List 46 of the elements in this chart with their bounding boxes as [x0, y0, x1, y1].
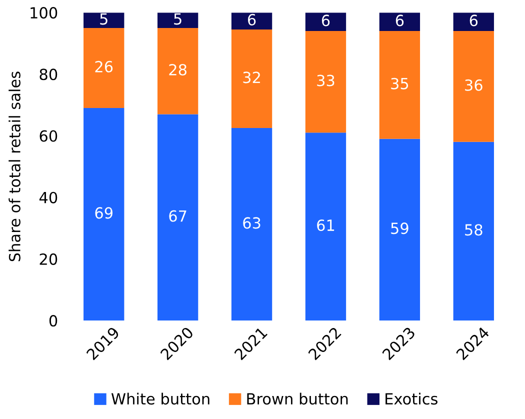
legend-label: White button — [111, 392, 210, 405]
y-tick-label: 20 — [40, 253, 58, 265]
data-label: 28 — [169, 64, 186, 76]
y-axis-title: Share of total retail sales — [8, 72, 20, 262]
bar — [157, 28, 198, 114]
data-label: 69 — [95, 207, 113, 219]
y-tick-label: 100 — [30, 7, 58, 19]
y-tick-label: 60 — [40, 130, 58, 142]
bar — [84, 108, 124, 321]
data-label: 32 — [243, 72, 260, 84]
data-label: 61 — [317, 219, 334, 232]
bar — [453, 31, 494, 142]
data-label: 58 — [465, 224, 482, 236]
data-label: 59 — [391, 222, 408, 234]
data-label: 35 — [391, 78, 408, 90]
bar — [305, 12, 346, 32]
data-label: 33 — [317, 74, 334, 86]
bar — [379, 12, 420, 32]
bar — [231, 30, 272, 128]
bar — [305, 31, 346, 133]
bar — [379, 31, 420, 139]
data-label: 5 — [100, 13, 108, 25]
data-label: 63 — [243, 217, 260, 229]
legend-label: Exotics — [386, 392, 438, 405]
data-label: 6 — [470, 14, 478, 26]
y-tick-label: 40 — [39, 192, 58, 204]
bar — [305, 132, 346, 321]
data-label: 6 — [248, 14, 256, 26]
bar — [453, 12, 494, 32]
bar — [231, 12, 272, 30]
legend-label: Brown button — [247, 392, 348, 405]
data-label: 5 — [174, 13, 182, 25]
bar — [157, 12, 198, 28]
bar — [84, 28, 124, 108]
data-label: 36 — [465, 79, 482, 91]
data-label: 6 — [322, 14, 330, 26]
data-label: 26 — [95, 60, 113, 72]
data-label: 67 — [169, 210, 186, 222]
y-tick-label: 0 — [49, 315, 58, 327]
bar — [453, 142, 494, 321]
bar — [379, 138, 420, 321]
bar — [157, 114, 198, 321]
y-tick-label: 80 — [40, 68, 58, 80]
data-label: 6 — [396, 14, 404, 26]
bar — [84, 12, 124, 28]
bar — [231, 128, 272, 321]
